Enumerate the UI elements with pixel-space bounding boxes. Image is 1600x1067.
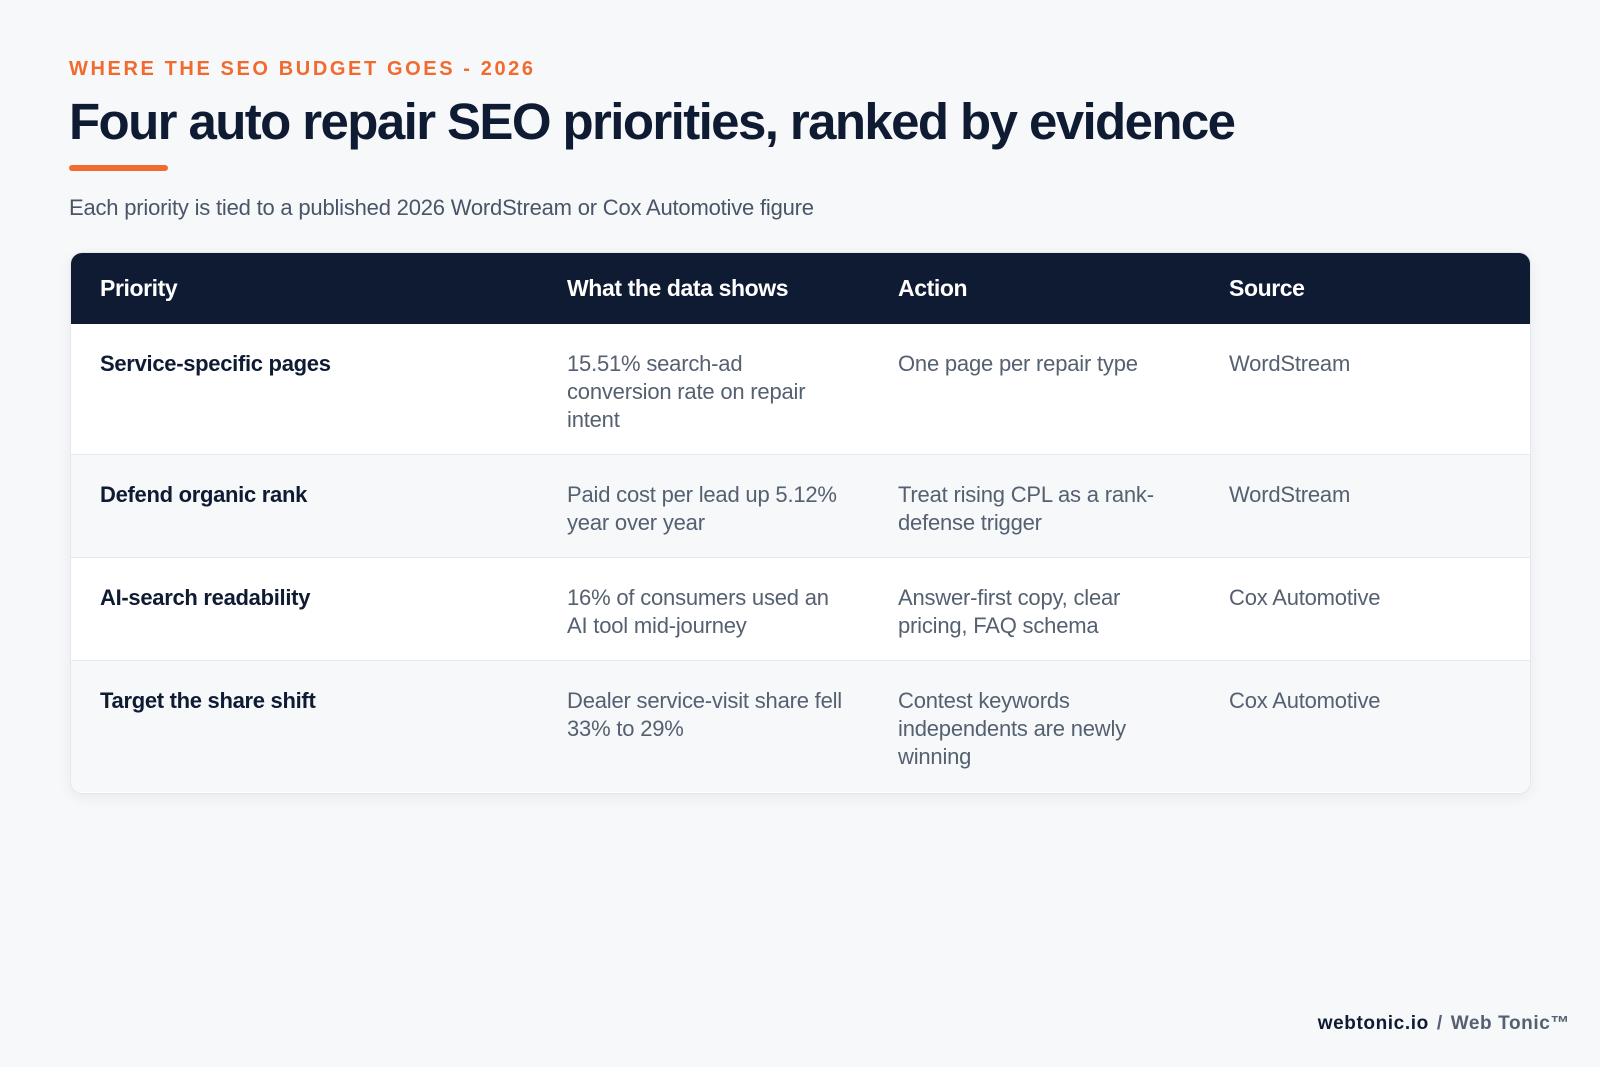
action-cell: Answer-first copy, clear pricing, FAQ sc… bbox=[898, 584, 1121, 638]
data-cell: Paid cost per lead up 5.12% year over ye… bbox=[567, 481, 837, 535]
data-cell: 16% of consumers used an AI tool mid-jou… bbox=[567, 584, 829, 638]
column-header-source: Source bbox=[1229, 275, 1305, 301]
priority-cell: AI-search readability bbox=[100, 584, 311, 610]
data-cell: Dealer service-visit share fell 33% to 2… bbox=[567, 687, 842, 741]
priorities-table-card: Priority What the data shows Action Sour… bbox=[70, 252, 1531, 794]
table-header-row: Priority What the data shows Action Sour… bbox=[71, 253, 1530, 324]
page-title: Four auto repair SEO priorities, ranked … bbox=[69, 93, 1236, 150]
column-header-priority: Priority bbox=[100, 275, 178, 301]
page: WHERE THE SEO BUDGET GOES - 2026 Four au… bbox=[69, 0, 1531, 1067]
source-cell: Cox Automotive bbox=[1229, 584, 1381, 610]
column-header-action: Action bbox=[898, 275, 968, 301]
footer-site: webtonic.io bbox=[1317, 1013, 1429, 1034]
source-cell: WordStream bbox=[1229, 481, 1351, 507]
priorities-table: Priority What the data shows Action Sour… bbox=[71, 253, 1530, 792]
priority-cell: Defend organic rank bbox=[100, 481, 308, 507]
action-cell: Treat rising CPL as a rank-defense trigg… bbox=[898, 481, 1154, 535]
priority-cell: Target the share shift bbox=[100, 687, 316, 713]
source-cell: Cox Automotive bbox=[1229, 687, 1381, 713]
footer-separator: / bbox=[1436, 1013, 1443, 1034]
footer-brand: Web Tonic™ bbox=[1450, 1013, 1570, 1034]
title-underline-accent bbox=[69, 165, 168, 171]
table-row: Service-specific pages 15.51% search-ad … bbox=[71, 324, 1530, 454]
column-header-data: What the data shows bbox=[567, 275, 789, 301]
priority-cell: Service-specific pages bbox=[100, 351, 331, 376]
page-subtitle: Each priority is tied to a published 202… bbox=[69, 195, 814, 220]
data-cell: 15.51% search-ad conversion rate on repa… bbox=[567, 351, 806, 432]
table-row: AI-search readability 16% of consumers u… bbox=[71, 557, 1530, 660]
footer-credit: webtonic.io / Web Tonic™ bbox=[1318, 1013, 1570, 1035]
table-row: Defend organic rank Paid cost per lead u… bbox=[71, 454, 1530, 557]
source-cell: WordStream bbox=[1229, 351, 1351, 376]
action-cell: Contest keywords independents are newly … bbox=[898, 687, 1126, 769]
eyebrow-label: WHERE THE SEO BUDGET GOES - 2026 bbox=[69, 58, 536, 80]
table-row: Target the share shift Dealer service-vi… bbox=[71, 660, 1530, 792]
action-cell: One page per repair type bbox=[898, 351, 1138, 376]
